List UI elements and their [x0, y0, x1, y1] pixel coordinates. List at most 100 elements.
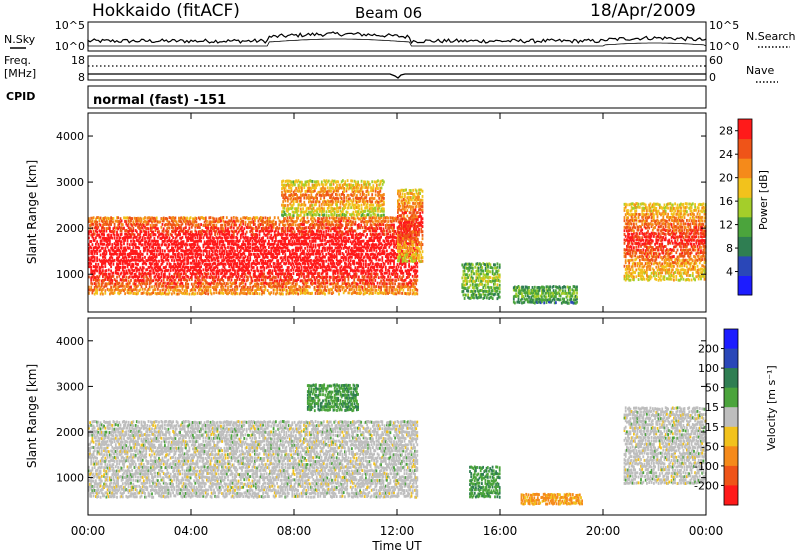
range-gate-cell [230, 288, 233, 292]
range-gate-cell [183, 220, 186, 224]
range-gate-cell [290, 291, 292, 295]
range-gate-cell [188, 217, 191, 221]
range-gate-cell [278, 252, 281, 256]
range-gate-cell [134, 258, 137, 262]
range-gate-cell [241, 229, 243, 233]
range-gate-cell [186, 219, 188, 223]
range-gate-cell [230, 246, 233, 250]
range-gate-cell [196, 236, 199, 240]
range-gate-cell [169, 223, 172, 226]
range-gate-cell [251, 239, 254, 243]
range-gate-cell [230, 248, 233, 252]
range-gate-cell [230, 225, 233, 229]
range-gate-cell [117, 285, 119, 289]
range-gate-cell [102, 229, 104, 233]
range-gate-cell [207, 285, 209, 289]
range-gate-cell [167, 253, 170, 257]
range-gate-cell [208, 216, 211, 220]
range-gate-cell [326, 216, 329, 220]
range-gate-cell [92, 230, 95, 233]
range-gate-cell [90, 258, 93, 262]
range-gate-cell [172, 236, 174, 240]
range-gate-cell [366, 279, 368, 283]
range-gate-cell [277, 268, 280, 272]
range-gate-cell [146, 216, 149, 220]
range-gate-cell [174, 232, 177, 236]
range-gate-cell [287, 259, 290, 263]
range-gate-cell [238, 278, 241, 281]
range-gate-cell [221, 282, 223, 286]
range-gate-cell [187, 222, 190, 226]
range-gate-cell [141, 238, 144, 242]
range-gate-cell [263, 256, 266, 260]
range-gate-cell [95, 236, 97, 240]
range-gate-cell [245, 230, 248, 234]
range-gate-cell [130, 272, 132, 276]
range-gate-cell [113, 242, 116, 246]
range-gate-cell [89, 258, 91, 262]
range-gate-cell [98, 288, 101, 292]
range-gate-cell [268, 217, 270, 221]
range-gate-cell [254, 242, 256, 246]
range-gate-cell [242, 285, 245, 288]
range-gate-cell [269, 252, 271, 256]
range-gate-cell [96, 246, 98, 250]
range-gate-cell [232, 239, 235, 243]
range-gate-cell [273, 230, 276, 234]
range-gate-cell [239, 282, 242, 285]
range-gate-cell [187, 232, 190, 236]
range-gate-cell [89, 265, 91, 269]
range-gate-cell [139, 229, 142, 233]
range-gate-cell [126, 233, 129, 237]
range-gate-cell [271, 258, 274, 262]
range-gate-cell [132, 236, 135, 240]
range-gate-cell [244, 220, 247, 224]
range-gate-cell [172, 281, 174, 285]
range-gate-cell [140, 292, 143, 295]
range-gate-cell [195, 217, 198, 220]
range-gate-cell [220, 236, 222, 240]
range-gate-cell [297, 242, 299, 246]
range-gate-cell [178, 219, 180, 223]
range-gate-cell [149, 258, 152, 262]
range-gate-cell [268, 250, 270, 254]
range-gate-cell [280, 292, 283, 296]
range-gate-cell [326, 275, 329, 279]
range-gate-cell [148, 266, 151, 269]
range-gate-cell [128, 275, 131, 279]
range-gate-cell [218, 281, 221, 285]
range-gate-cell [118, 259, 121, 263]
range-gate-cell [111, 220, 114, 224]
range-gate-cell [211, 286, 214, 289]
range-gate-cell [128, 286, 131, 289]
range-gate-cell [222, 233, 225, 236]
range-gate-cell [192, 259, 194, 263]
range-gate-cell [238, 256, 241, 260]
range-gate-cell [293, 220, 296, 224]
range-gate-cell [204, 292, 207, 295]
range-gate-cell [282, 220, 284, 223]
range-gate-cell [256, 240, 259, 244]
range-gate-cell [196, 243, 199, 246]
range-gate-cell [294, 233, 297, 237]
range-gate-cell [109, 229, 111, 233]
range-gate-cell [338, 275, 340, 279]
range-gate-cell [279, 268, 282, 272]
range-gate-cell [157, 275, 159, 278]
range-gate-cell [91, 243, 94, 247]
range-gate-cell [235, 275, 238, 278]
range-gate-cell [329, 275, 332, 279]
range-gate-cell [113, 233, 116, 237]
range-gate-cell [148, 237, 151, 240]
range-gate-cell [88, 258, 90, 262]
range-gate-cell [213, 246, 215, 250]
range-gate-cell [262, 291, 264, 294]
range-gate-cell [113, 250, 116, 254]
range-gate-cell [215, 269, 218, 273]
range-gate-cell [242, 268, 245, 272]
range-gate-cell [239, 248, 242, 252]
range-gate-cell [223, 269, 226, 273]
range-gate-cell [232, 258, 235, 262]
range-gate-cell [290, 243, 292, 246]
range-gate-cell [88, 243, 90, 246]
